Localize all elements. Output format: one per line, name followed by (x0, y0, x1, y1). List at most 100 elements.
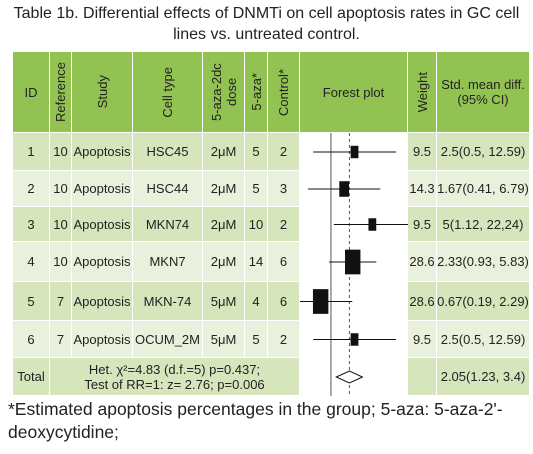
ci-cell-text: 0.67(0.19, 2.29) (437, 294, 529, 309)
table-cell-text: OCUM_2M (135, 332, 200, 347)
table-cell-line: HSC45 (146, 144, 189, 159)
table-cell-line: 4 (252, 293, 260, 309)
table-cell-text: Apoptosis (73, 144, 130, 159)
table-cell: 2 (268, 321, 300, 358)
table-cell-line: 3 (27, 216, 35, 232)
table-cell-text: 10 (53, 144, 67, 159)
table-cell: MKN7 (133, 242, 203, 282)
table-cell-line: 7 (56, 331, 65, 347)
table-cell-line: 6 (279, 254, 288, 269)
table-cell: 5 (245, 321, 268, 358)
table-cell: 10 (50, 133, 72, 171)
table-cell-text: 10 (249, 217, 263, 232)
table-cell: 10 (50, 171, 72, 207)
ci-cell: 5(1.12, 22,24) (437, 207, 530, 242)
table-cell-line: 10 (53, 216, 68, 232)
table-cell-line: 2 (279, 331, 288, 347)
table-cell: 1 (13, 133, 50, 171)
table-cell-text: Apoptosis (73, 181, 130, 196)
ci-cell-text: 2.5(0.5, 12.59) (441, 332, 526, 347)
weight-cell: 9.5 (408, 207, 437, 242)
table-cell: OCUM_2M (133, 321, 203, 358)
table-cell: 4 (245, 282, 268, 321)
table-cell-line: 10 (53, 254, 68, 269)
table-cell: 6 (13, 321, 50, 358)
table-cell: 2 (13, 171, 50, 207)
header-cell-line: Study (94, 75, 110, 109)
table-cell: 3 (268, 171, 300, 207)
table-cell-text: 3 (27, 217, 34, 232)
weight-cell-line: 9.5 (412, 216, 432, 232)
weight-cell-line: 9.5 (412, 144, 432, 159)
table-cell-line: 2 (279, 144, 288, 159)
ci-cell: 1.67(0.41, 6.79) (437, 171, 530, 207)
table-cell: 10 (50, 242, 72, 282)
table-cell-line: 2μM (210, 254, 237, 269)
header-cell-line: Reference (53, 62, 68, 122)
table-cell-line: MKN7 (149, 254, 186, 269)
table-cell-line: 6 (27, 331, 35, 347)
table-cell-line: 5μM (210, 331, 237, 347)
weight-cell-text: 9.5 (413, 332, 431, 347)
table-cell-text: HSC45 (147, 144, 189, 159)
table-cell-text: 7 (57, 332, 64, 347)
table-cell: HSC44 (133, 171, 203, 207)
header-cell-line: Forest plot (322, 84, 385, 100)
table-cell-line: Apoptosis (73, 254, 131, 269)
weight-cell-line: 28.6 (409, 254, 435, 269)
total-stats-text: Het. χ²=4.83 (d.f.=5) p=0.437; Test of RR… (84, 362, 264, 392)
weight-cell-text: 9.5 (413, 144, 431, 159)
header-cell-text: Control* (276, 69, 291, 116)
table-cell-text: Apoptosis (73, 217, 130, 232)
table-cell-text: 5μM (211, 332, 237, 347)
header-cell: Cell type (133, 52, 203, 133)
table-cell-line: 14 (248, 254, 264, 269)
table-cell: 5μM (203, 282, 245, 321)
table-cell-line: 10 (248, 216, 264, 232)
header-cell-line: Control* (276, 68, 291, 116)
header-cell: Reference (50, 52, 72, 133)
table-cell-line: 2 (279, 216, 288, 232)
weight-cell: 14.3 (408, 171, 437, 207)
table-cell-line: 4 (27, 254, 35, 269)
table-cell-line: 6 (279, 293, 288, 309)
table-cell: Apoptosis (72, 171, 133, 207)
table-cell: 2μM (203, 133, 245, 171)
table-cell: 5 (13, 282, 50, 321)
header-cell: Std. mean diff. (95% CI) (437, 52, 530, 133)
table-cell-text: 2 (280, 144, 287, 159)
total-label: Total (13, 358, 50, 396)
total-stats: Het. χ²=4.83 (d.f.=5) p=0.437; Test of RR… (50, 358, 300, 396)
forest-plot (300, 133, 408, 396)
table-cell-text: MKN74 (146, 217, 189, 232)
table-cell: 6 (268, 242, 300, 282)
table-cell: 2μM (203, 171, 245, 207)
table-cell-line: 5 (27, 293, 35, 309)
table-cell-text: 4 (252, 294, 259, 309)
table-cell: 5 (245, 171, 268, 207)
ci-cell-text: 5(1.12, 22,24) (443, 217, 524, 232)
table-cell-line: MKN-74 (143, 293, 192, 309)
table-cell: 5μM (203, 321, 245, 358)
total-label-line: Total (17, 369, 45, 384)
table-cell: 10 (245, 207, 268, 242)
table-cell: Apoptosis (72, 133, 133, 171)
table-cell-line: 2μM (210, 144, 237, 159)
table-cell-text: HSC44 (147, 181, 189, 196)
table-cell: 2 (268, 133, 300, 171)
effect-box (350, 145, 359, 159)
table-cell: 7 (50, 282, 72, 321)
table-cell-text: 5 (252, 332, 259, 347)
table-cell-line: Apoptosis (73, 144, 131, 159)
table-cell-line: 2μM (210, 216, 237, 232)
header-cell-text: Reference (53, 62, 68, 122)
header-cell: Control* (268, 52, 300, 133)
effect-box (344, 249, 361, 275)
header-cell-text: Study (95, 75, 110, 108)
header-cell: Forest plot (300, 52, 408, 133)
header-cell-line: Cell type (160, 66, 175, 118)
total-stats-line: Test of RR=1: z= 2.76; p=0.006 (84, 376, 265, 392)
weight-cell-text: 28.6 (409, 254, 434, 269)
table-cell-text: Apoptosis (73, 294, 130, 309)
